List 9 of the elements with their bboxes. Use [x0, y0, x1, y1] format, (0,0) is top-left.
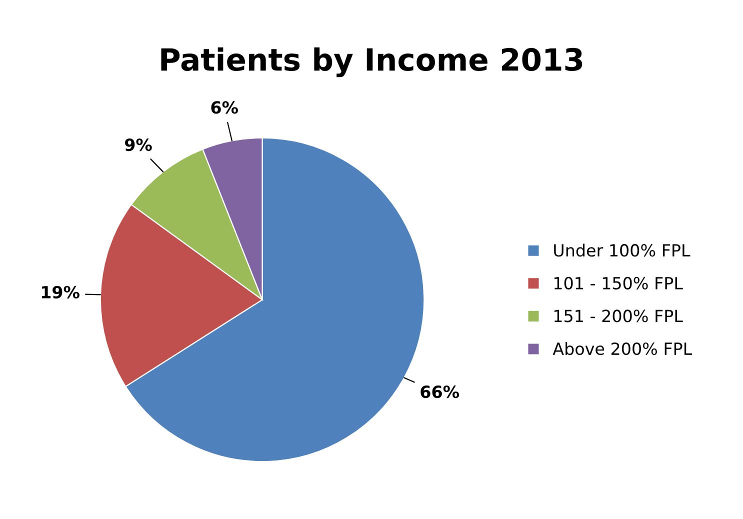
- legend-label: Under 100% FPL: [554, 244, 690, 257]
- legend-label: 151 - 200% FPL: [554, 310, 683, 322]
- chart-title: Patients by Income 2013: [161, 47, 582, 78]
- legend-label: 101 - 150% FPL: [554, 276, 683, 290]
- data-label: 66%: [420, 386, 460, 398]
- data-label: 9%: [124, 138, 152, 152]
- legend-label: Above 200% FPL: [552, 342, 692, 356]
- data-label: 19%: [42, 286, 80, 298]
- data-label: 6%: [211, 101, 238, 114]
